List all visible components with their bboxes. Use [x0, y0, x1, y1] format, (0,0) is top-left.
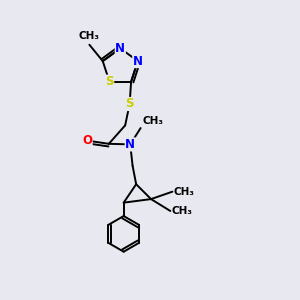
- Text: S: S: [125, 98, 134, 110]
- Text: N: N: [125, 138, 135, 151]
- Text: CH₃: CH₃: [174, 187, 195, 197]
- Text: CH₃: CH₃: [142, 116, 163, 126]
- Text: N: N: [133, 55, 143, 68]
- Text: CH₃: CH₃: [79, 31, 100, 41]
- Text: S: S: [105, 75, 114, 88]
- Text: CH₃: CH₃: [172, 206, 193, 216]
- Text: O: O: [82, 134, 92, 147]
- Text: N: N: [115, 42, 125, 55]
